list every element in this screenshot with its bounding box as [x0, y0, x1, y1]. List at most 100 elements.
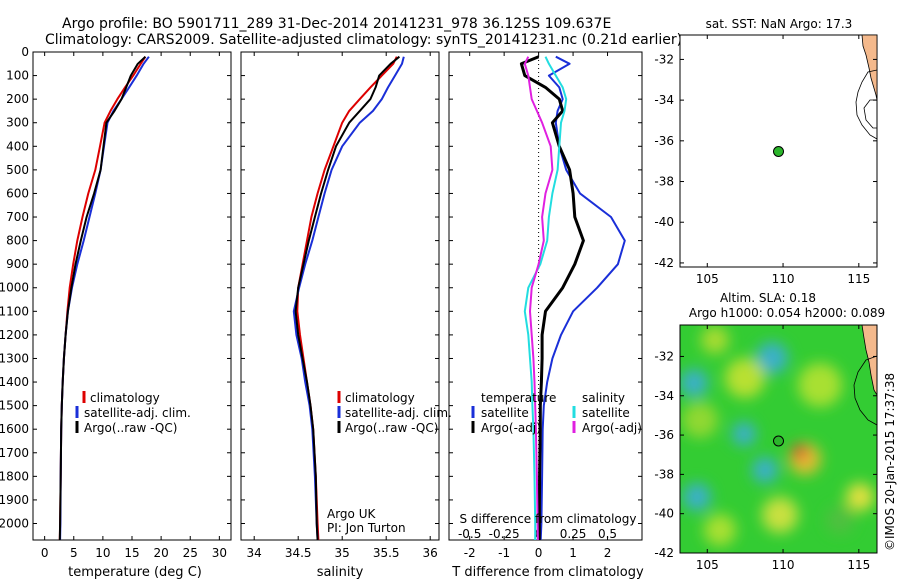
sla-anomaly-blob	[752, 457, 778, 483]
y-tick-label: 1900	[0, 493, 29, 507]
salinity-legend: climatology satellite-adj. clim. Argo(..…	[337, 391, 452, 435]
y-tick-label: 1500	[0, 399, 29, 413]
header-line-2: Climatology: CARS2009. Satellite-adjuste…	[45, 32, 682, 48]
series-line	[519, 55, 585, 540]
legend-label-sal-satellite: satellite	[582, 406, 630, 420]
y-tick-label: 1300	[0, 351, 29, 365]
legend-label-argo: Argo(..raw -QC)	[84, 421, 177, 435]
x-tick-label: 20	[153, 546, 168, 560]
y-tick-label: 1000	[0, 281, 29, 295]
x-tick-label: -1	[498, 546, 510, 560]
y-tick-label: 1100	[0, 304, 29, 318]
salinity-series	[292, 55, 405, 540]
map-land	[855, 35, 877, 140]
float-location-marker	[773, 146, 784, 157]
y-tick-label: 1200	[0, 328, 29, 342]
coastal-contour-inner	[863, 99, 877, 129]
legend-header-salinity: salinity	[582, 391, 625, 405]
salinity-xlabel: salinity	[317, 565, 364, 580]
sla-anomaly-blob	[798, 363, 842, 407]
x-tick-label: 30	[212, 546, 227, 560]
difference-xlabel-top: S difference from climatology	[460, 512, 637, 526]
credit-line-2: PI: Jon Turton	[327, 521, 406, 535]
coastal-contour	[855, 69, 877, 140]
y-tick-label: 1400	[0, 375, 29, 389]
y-tick-label: 400	[6, 139, 29, 153]
y-tick-label: 0	[21, 45, 29, 59]
temperature-axes: 0100200300400500600700800900100011001200…	[0, 45, 231, 560]
sla-title-1: Altim. SLA: 0.18	[720, 291, 816, 305]
legend-label-temp-argo: Argo(-adj)	[481, 421, 541, 435]
sla-coastal-contour	[853, 355, 877, 426]
sla-anomaly-blob	[683, 483, 711, 511]
sla-title-2: Argo h1000: 0.054 h2000: 0.089	[689, 306, 885, 320]
x-tick-label: 1	[569, 546, 577, 560]
x-tick-label: 35.5	[373, 546, 400, 560]
legend-label-satellite: satellite-adj. clim.	[345, 406, 452, 420]
salinity-axes: 34 34.5 35 35.5 36	[241, 51, 439, 560]
map-y-tick-label: -40	[654, 215, 674, 229]
sla-axes: 105 110 115 -32 -34 -36 -38 -40 -42	[654, 325, 877, 572]
map-x-tick-label: 115	[847, 272, 870, 286]
series-line	[294, 55, 401, 540]
credit-line-1: Argo UK	[327, 507, 376, 521]
temperature-panel-frame	[32, 51, 232, 541]
map-y-tick-label: -42	[654, 256, 674, 270]
difference-axes: -2 -1 0 1 2-0.5 -0.25 0 0.25 0.5	[449, 51, 642, 560]
map-x-tick-label: 105	[696, 558, 719, 572]
x-tick-label: 10	[95, 546, 110, 560]
sla-anomaly-blob	[680, 369, 708, 397]
temperature-xlabel: temperature (deg C)	[68, 565, 202, 580]
header-line-1: Argo profile: BO 5901711_289 31-Dec-2014…	[62, 16, 611, 32]
sla-anomaly-blob	[846, 483, 874, 511]
difference-legend: temperature salinity satellite Argo(-adj…	[471, 391, 642, 435]
y-tick-label: 1700	[0, 446, 29, 460]
map-y-tick-label: -36	[654, 428, 674, 442]
sla-anomaly-blob	[792, 444, 808, 460]
y-tick-label: 800	[6, 234, 29, 248]
legend-label-climatology: climatology	[345, 391, 415, 405]
legend-label-climatology: climatology	[90, 391, 160, 405]
copyright-stamp: ©IMOS 20-Jan-2015 17:37:38	[883, 373, 897, 551]
difference-panel-frame	[448, 51, 643, 541]
x-tick-label: 2	[604, 546, 612, 560]
x-tick-label-top: 0.25	[560, 527, 587, 541]
x-tick-label-top: 0.5	[598, 527, 617, 541]
sla-anomaly-blobs	[680, 326, 874, 546]
map-y-tick-label: -32	[654, 349, 674, 363]
x-tick-label-top: -0.5	[458, 527, 481, 541]
y-tick-label: 900	[6, 257, 29, 271]
sla-anomaly-blob	[701, 326, 729, 354]
map-y-tick-label: -32	[654, 52, 674, 66]
sla-land	[861, 325, 877, 396]
map-x-tick-label: 110	[772, 558, 795, 572]
x-tick-label: 15	[124, 546, 139, 560]
series-line	[58, 55, 147, 540]
sla-anomaly-blob	[704, 514, 736, 546]
x-tick-label: 5	[70, 546, 78, 560]
x-tick-label-top: -0.25	[489, 527, 520, 541]
x-tick-label: 25	[183, 546, 198, 560]
y-tick-label: 100	[6, 69, 29, 83]
map-x-tick-label: 115	[847, 558, 870, 572]
map-y-tick-label: -38	[654, 175, 674, 189]
x-tick-label: 35	[335, 546, 350, 560]
sla-anomaly-blob	[732, 422, 756, 446]
sla-anomaly-blob	[756, 342, 788, 374]
australia-coast	[861, 35, 877, 101]
map-x-tick-label: 110	[772, 272, 795, 286]
y-tick-label: 500	[6, 163, 29, 177]
x-tick-label: 34	[247, 546, 262, 560]
x-tick-label: 36	[423, 546, 438, 560]
y-tick-label: 1600	[0, 422, 29, 436]
x-tick-label: 0	[41, 546, 49, 560]
series-line	[523, 56, 568, 540]
y-tick-label: 600	[6, 186, 29, 200]
difference-xlabel: T difference from climatology	[451, 565, 644, 580]
y-tick-label: 2000	[0, 516, 29, 530]
sla-anomaly-blob	[762, 497, 798, 533]
map-y-tick-label: -34	[654, 93, 674, 107]
sla-anomaly-blob	[725, 358, 765, 398]
x-tick-label: 34.5	[285, 546, 312, 560]
